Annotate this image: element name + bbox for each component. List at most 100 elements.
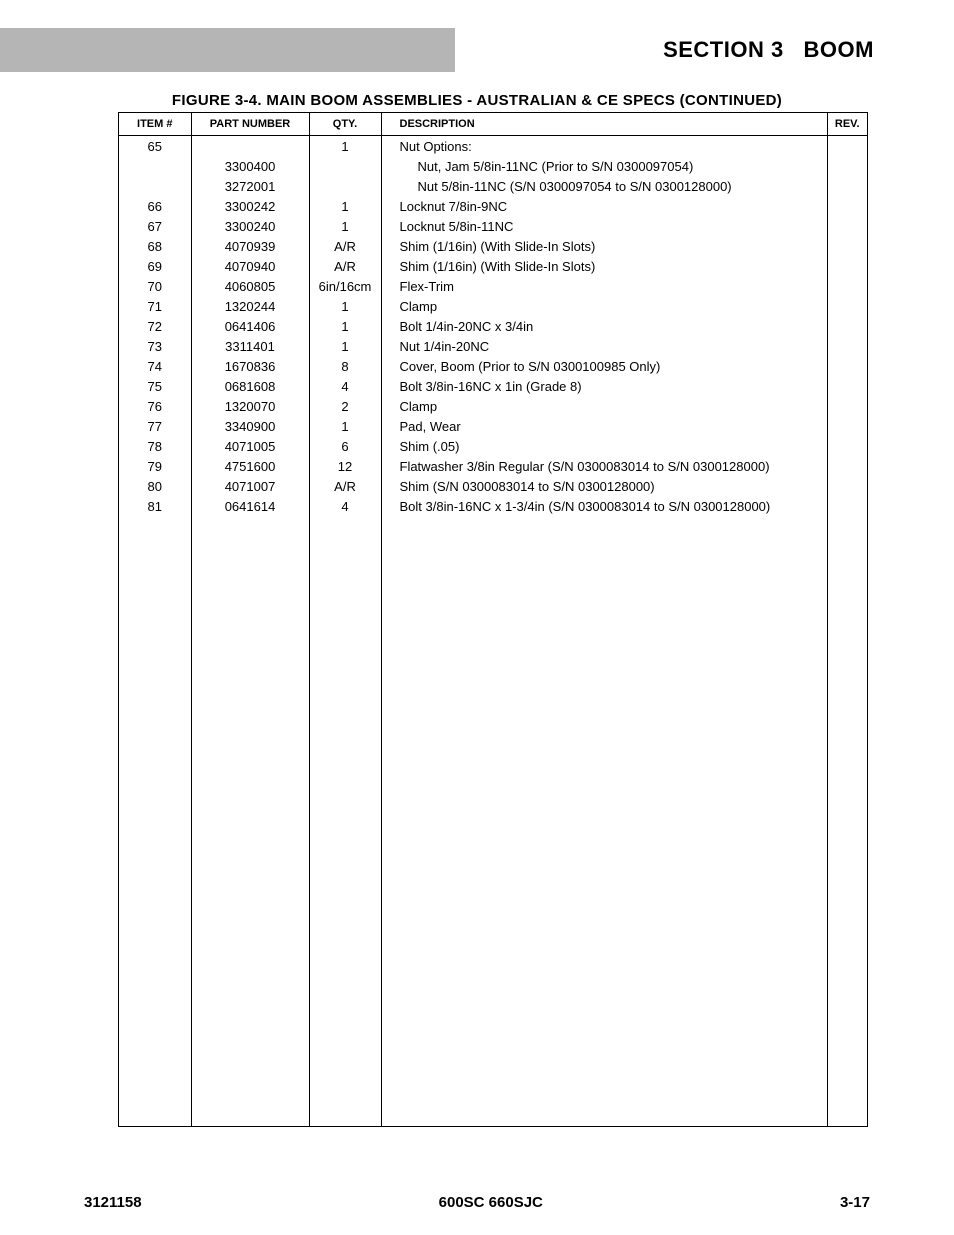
cell-item bbox=[119, 156, 191, 176]
table-row: 7506816084Bolt 3/8in-16NC x 1in (Grade 8… bbox=[119, 376, 867, 396]
header-section: SECTION 3 bbox=[663, 37, 784, 63]
table-empty-row bbox=[119, 516, 867, 1126]
table-row: 3300400 Nut, Jam 5/8in-11NC (Prior to S/N… bbox=[119, 156, 867, 176]
cell-part: 0641614 bbox=[191, 496, 309, 516]
cell-desc: Shim (.05) bbox=[381, 436, 827, 456]
cell-part: 4751600 bbox=[191, 456, 309, 476]
cell-desc: Locknut 5/8in-11NC bbox=[381, 216, 827, 236]
cell-rev bbox=[827, 296, 867, 316]
cell-item: 76 bbox=[119, 396, 191, 416]
cell-qty: 1 bbox=[309, 416, 381, 436]
cell-part bbox=[191, 136, 309, 157]
table-row: 3272001Nut 5/8in-11NC (S/N 0300097054 to… bbox=[119, 176, 867, 196]
footer-center: 600SC 660SJC bbox=[439, 1194, 543, 1211]
cell-rev bbox=[827, 416, 867, 436]
cell-item: 65 bbox=[119, 136, 191, 157]
table-row: 7733409001Pad, Wear bbox=[119, 416, 867, 436]
cell-item: 77 bbox=[119, 416, 191, 436]
cell-part: 1320244 bbox=[191, 296, 309, 316]
cell-part: 3340900 bbox=[191, 416, 309, 436]
cell-part: 0641406 bbox=[191, 316, 309, 336]
parts-table: ITEM # PART NUMBER QTY. DESCRIPTION REV.… bbox=[119, 113, 867, 1126]
col-header-rev: REV. bbox=[827, 113, 867, 136]
table-row: 8106416144Bolt 3/8in-16NC x 1-3/4in (S/N… bbox=[119, 496, 867, 516]
cell-qty: 1 bbox=[309, 296, 381, 316]
cell-rev bbox=[827, 436, 867, 456]
cell-item: 79 bbox=[119, 456, 191, 476]
cell-rev bbox=[827, 376, 867, 396]
cell-item bbox=[119, 176, 191, 196]
cell-item: 75 bbox=[119, 376, 191, 396]
cell-part: 3272001 bbox=[191, 176, 309, 196]
cell-qty: 1 bbox=[309, 336, 381, 356]
table-header-row: ITEM # PART NUMBER QTY. DESCRIPTION REV. bbox=[119, 113, 867, 136]
cell-desc: Shim (1/16in) (With Slide-In Slots) bbox=[381, 236, 827, 256]
cell-part: 0681608 bbox=[191, 376, 309, 396]
cell-qty: A/R bbox=[309, 236, 381, 256]
cell-qty bbox=[309, 156, 381, 176]
cell-part: 1320070 bbox=[191, 396, 309, 416]
cell-desc: Flatwasher 3/8in Regular (S/N 0300083014… bbox=[381, 456, 827, 476]
cell-qty: 1 bbox=[309, 196, 381, 216]
cell-rev bbox=[827, 456, 867, 476]
parts-table-container: ITEM # PART NUMBER QTY. DESCRIPTION REV.… bbox=[118, 112, 868, 1127]
cell-rev bbox=[827, 156, 867, 176]
cell-part: 3300242 bbox=[191, 196, 309, 216]
cell-item: 70 bbox=[119, 276, 191, 296]
table-row: 7040608056in/16cmFlex-Trim bbox=[119, 276, 867, 296]
cell-desc: Bolt 3/8in-16NC x 1in (Grade 8) bbox=[381, 376, 827, 396]
table-row: 6633002421Locknut 7/8in-9NC bbox=[119, 196, 867, 216]
cell-rev bbox=[827, 276, 867, 296]
cell-rev bbox=[827, 396, 867, 416]
cell-item: 66 bbox=[119, 196, 191, 216]
cell-part: 3300400 bbox=[191, 156, 309, 176]
page-header: SECTION 3 BOOM bbox=[0, 28, 954, 72]
table-row: 65 1Nut Options: bbox=[119, 136, 867, 157]
cell-item: 73 bbox=[119, 336, 191, 356]
cell-desc: Shim (1/16in) (With Slide-In Slots) bbox=[381, 256, 827, 276]
cell-rev bbox=[827, 176, 867, 196]
cell-desc: Bolt 3/8in-16NC x 1-3/4in (S/N 030008301… bbox=[381, 496, 827, 516]
cell-item: 68 bbox=[119, 236, 191, 256]
figure-title: FIGURE 3-4. MAIN BOOM ASSEMBLIES - AUSTR… bbox=[0, 92, 954, 109]
cell-qty: 1 bbox=[309, 136, 381, 157]
cell-rev bbox=[827, 476, 867, 496]
header-gray-block bbox=[0, 28, 455, 72]
cell-item: 78 bbox=[119, 436, 191, 456]
cell-item: 71 bbox=[119, 296, 191, 316]
table-row: 7840710056Shim (.05) bbox=[119, 436, 867, 456]
cell-desc: Nut, Jam 5/8in-11NC (Prior to S/N 030009… bbox=[381, 156, 827, 176]
cell-rev bbox=[827, 256, 867, 276]
cell-rev bbox=[827, 136, 867, 157]
cell-rev bbox=[827, 336, 867, 356]
table-row: 7113202441Clamp bbox=[119, 296, 867, 316]
table-row: 6733002401Locknut 5/8in-11NC bbox=[119, 216, 867, 236]
cell-rev bbox=[827, 216, 867, 236]
cell-desc: Cover, Boom (Prior to S/N 0300100985 Onl… bbox=[381, 356, 827, 376]
table-row: 804071007A/RShim (S/N 0300083014 to S/N … bbox=[119, 476, 867, 496]
cell-desc: Nut Options: bbox=[381, 136, 827, 157]
header-title-container: SECTION 3 BOOM bbox=[455, 28, 954, 72]
cell-rev bbox=[827, 196, 867, 216]
cell-part: 4070939 bbox=[191, 236, 309, 256]
cell-desc: Flex-Trim bbox=[381, 276, 827, 296]
table-row: 7333114011Nut 1/4in-20NC bbox=[119, 336, 867, 356]
header-title-text: BOOM bbox=[804, 37, 874, 63]
col-header-desc: DESCRIPTION bbox=[381, 113, 827, 136]
cell-item: 81 bbox=[119, 496, 191, 516]
cell-qty: A/R bbox=[309, 476, 381, 496]
cell-desc: Bolt 1/4in-20NC x 3/4in bbox=[381, 316, 827, 336]
cell-empty bbox=[827, 516, 867, 1126]
cell-item: 80 bbox=[119, 476, 191, 496]
cell-qty: 4 bbox=[309, 496, 381, 516]
col-header-qty: QTY. bbox=[309, 113, 381, 136]
cell-desc: Locknut 7/8in-9NC bbox=[381, 196, 827, 216]
cell-rev bbox=[827, 356, 867, 376]
cell-part: 4071007 bbox=[191, 476, 309, 496]
cell-part: 4071005 bbox=[191, 436, 309, 456]
table-row: 7613200702Clamp bbox=[119, 396, 867, 416]
cell-qty: A/R bbox=[309, 256, 381, 276]
cell-empty bbox=[309, 516, 381, 1126]
cell-empty bbox=[381, 516, 827, 1126]
cell-part: 1670836 bbox=[191, 356, 309, 376]
